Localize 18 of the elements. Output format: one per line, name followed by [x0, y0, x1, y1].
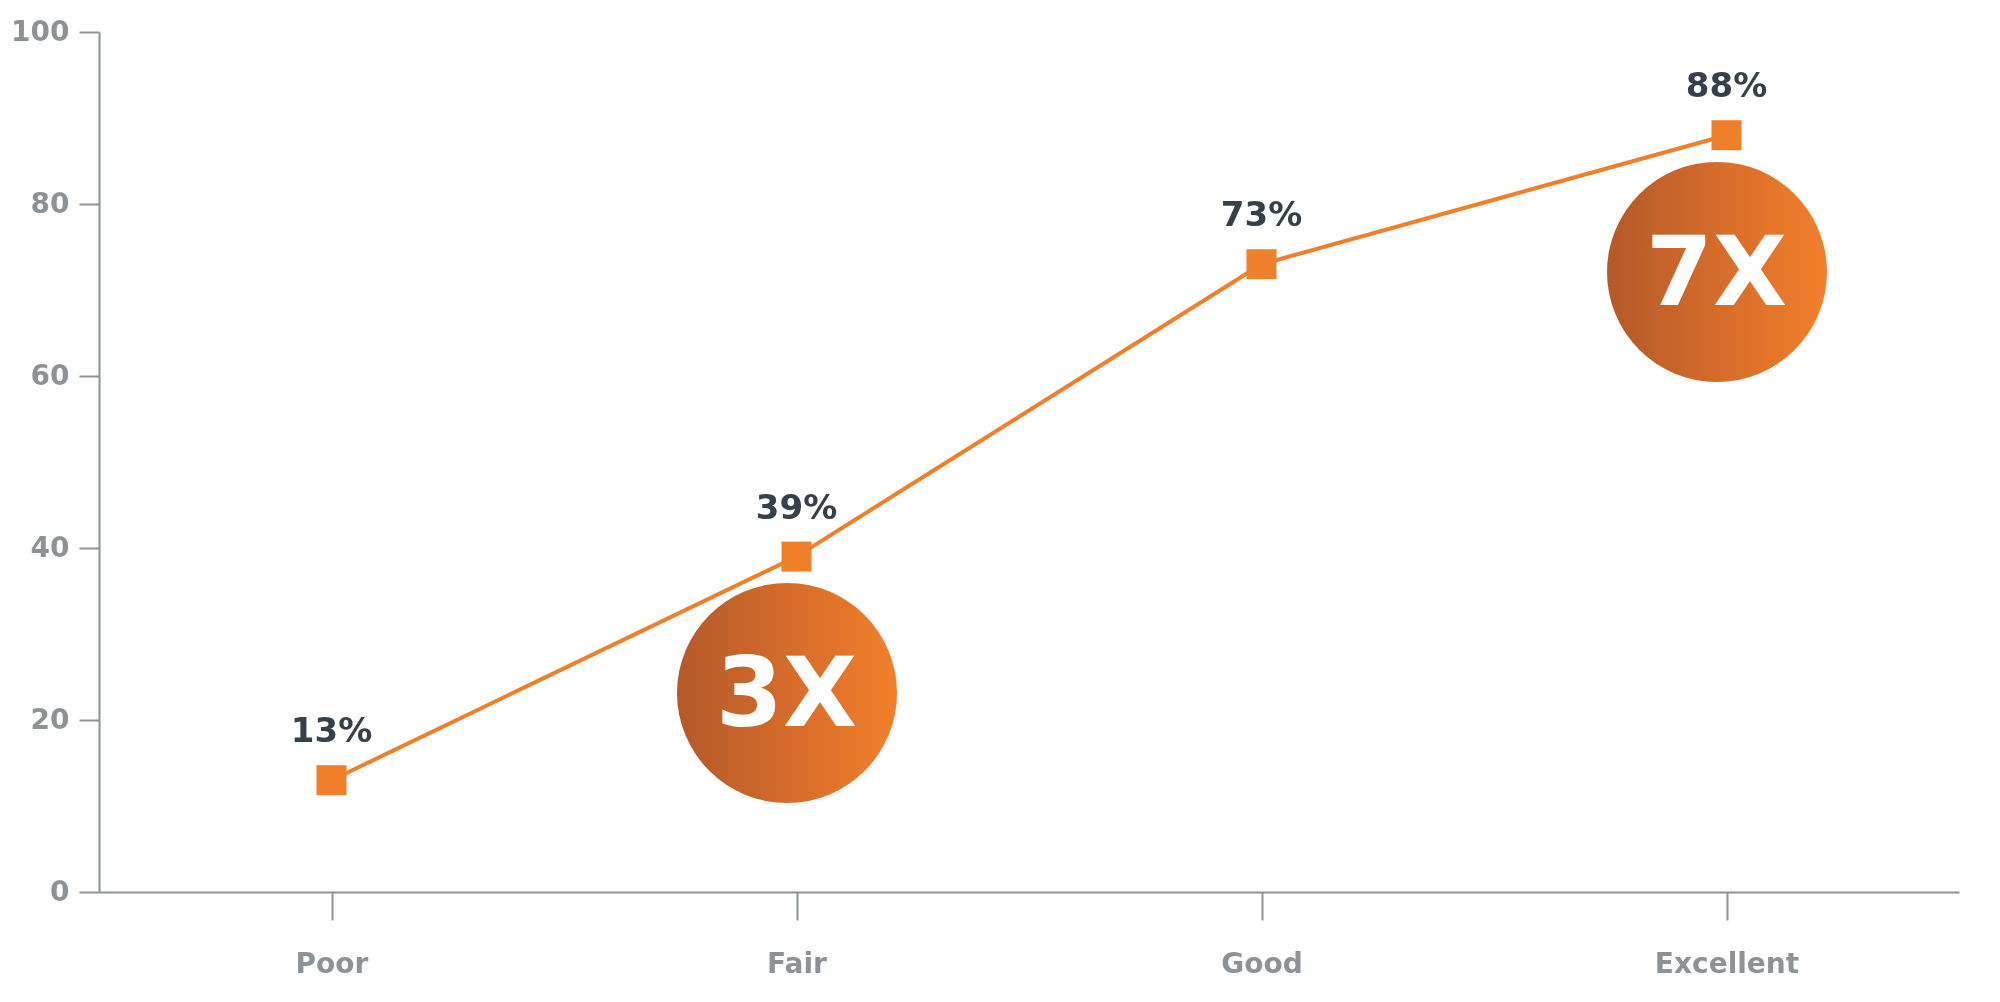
data-label: 73%	[1220, 194, 1303, 235]
data-label: 88%	[1685, 65, 1768, 106]
x-tick-label: Excellent	[1654, 946, 1800, 980]
data-label: 39%	[755, 486, 838, 527]
y-tick-label: 100	[11, 14, 70, 48]
point	[781, 541, 812, 572]
x-tick-label: Fair	[767, 946, 828, 980]
y-tick-label: 80	[30, 186, 70, 220]
data-label: 13%	[290, 710, 373, 751]
point	[1711, 120, 1742, 151]
y-tick-label: 60	[30, 358, 70, 392]
point	[316, 765, 347, 796]
y-tick-label: 0	[50, 874, 70, 908]
x-tick-label: Poor	[295, 946, 369, 980]
point	[1246, 249, 1277, 280]
x-tick-label: Good	[1221, 946, 1303, 980]
y-tick-label: 40	[30, 530, 70, 564]
y-tick-label: 20	[30, 702, 70, 736]
